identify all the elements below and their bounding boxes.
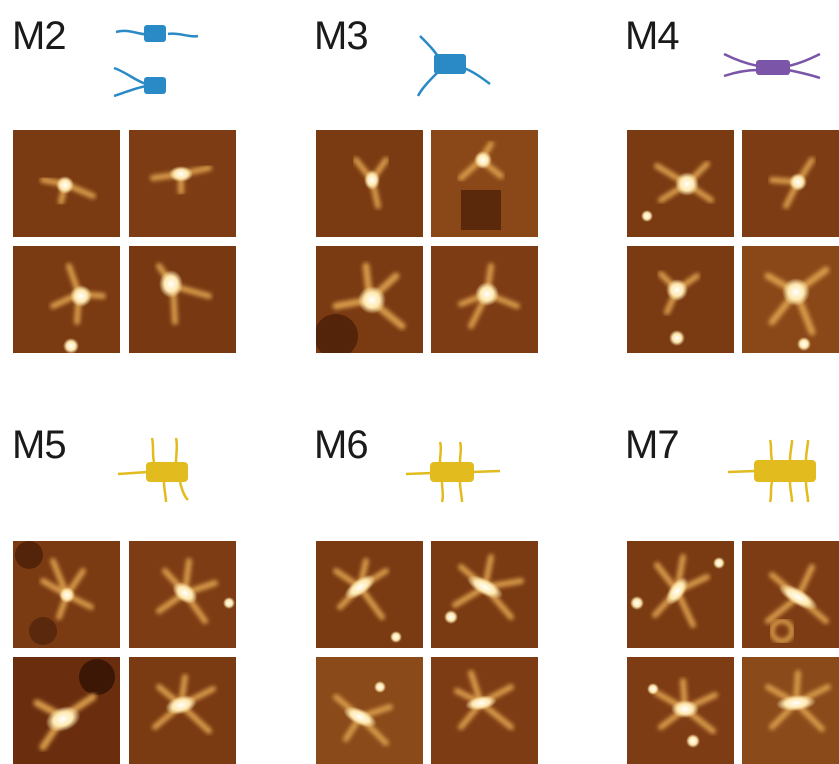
m7-schematic-icon: [727, 439, 816, 503]
afm-image-tile: [129, 541, 236, 648]
afm-image-tile: [316, 130, 423, 237]
afm-image-tile: [129, 130, 236, 237]
panel-label-m2: M2: [12, 14, 67, 58]
afm-image-tile: [627, 130, 734, 237]
afm-image-tile: [13, 541, 120, 648]
afm-image-tile: [431, 130, 538, 237]
afm-image-tile: [431, 541, 538, 648]
afm-image-tile: [316, 657, 423, 764]
panel-label-m3: M3: [314, 14, 369, 58]
afm-image-tile: [13, 130, 120, 237]
m3-schematic-icon: [416, 35, 491, 97]
afm-image-tile: [742, 541, 839, 648]
afm-image-tile: [129, 657, 236, 764]
afm-image-tile: [129, 246, 236, 353]
panel-label-m4: M4: [625, 14, 680, 58]
afm-image-tile: [627, 246, 734, 353]
afm-image-tile: [627, 657, 734, 764]
afm-image-tile: [627, 541, 734, 648]
panel-label-m5: M5: [12, 423, 67, 467]
afm-image-tile: [742, 130, 839, 237]
afm-image-tile: [431, 246, 538, 353]
afm-image-tile: [431, 657, 538, 764]
m6-schematic-icon: [405, 441, 501, 503]
afm-image-tile: [316, 246, 423, 353]
afm-image-tile: [13, 246, 120, 353]
afm-image-tile: [316, 541, 423, 648]
panel-label-m7: M7: [625, 423, 680, 467]
afm-image-tile: [742, 246, 839, 353]
afm-image-tile: [13, 657, 120, 764]
m4-schematic-icon: [723, 52, 821, 80]
panel-label-m6: M6: [314, 423, 369, 467]
m5-schematic-icon: [117, 437, 189, 503]
afm-image-tile: [742, 657, 839, 764]
m2-schematic-icon: [113, 25, 199, 98]
